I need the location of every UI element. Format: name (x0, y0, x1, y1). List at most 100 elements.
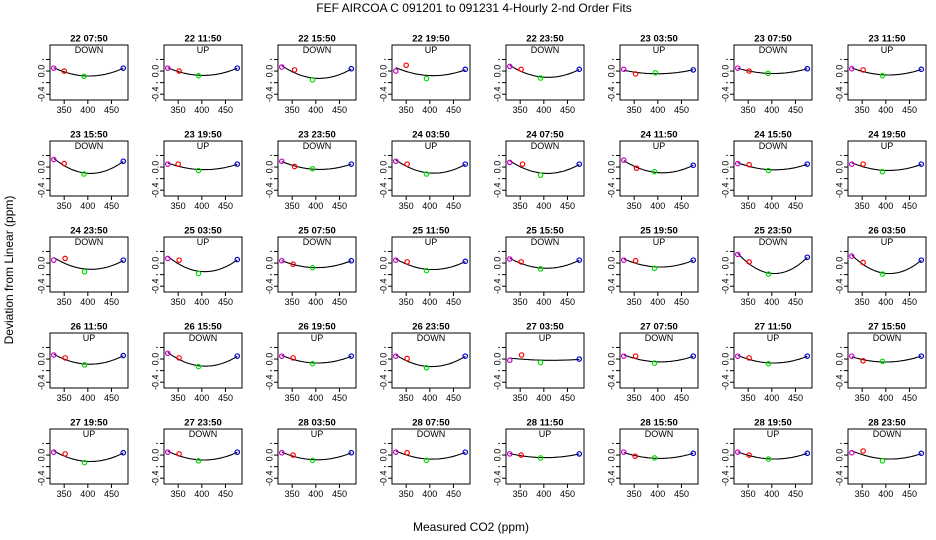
y-tick-label (498, 346, 500, 349)
y-tick-label (42, 442, 44, 445)
x-tick-label: 450 (674, 297, 689, 307)
panel-frame (505, 140, 585, 197)
x-tick-label: 450 (104, 489, 119, 499)
x-tick-label: 350 (285, 105, 300, 115)
x-tick-label: 450 (560, 489, 575, 499)
x-tick-label: 350 (285, 297, 300, 307)
x-tick-label: 350 (513, 297, 528, 307)
panel-frame (49, 236, 129, 293)
panel-title: 24 15:50 (754, 130, 792, 141)
y-tick-label (42, 58, 44, 61)
data-point (576, 451, 583, 457)
y-tick-label (840, 369, 842, 372)
data-point (506, 451, 513, 457)
y-tick-label (384, 273, 386, 276)
data-point (537, 75, 544, 81)
y-tick-label (498, 81, 500, 84)
y-tick-label (42, 177, 44, 180)
panel-direction-label: UP (539, 429, 552, 439)
panel-direction-label: UP (197, 237, 210, 247)
data-point (765, 456, 772, 462)
x-tick-label: 350 (627, 393, 642, 403)
y-tick-label (612, 346, 614, 349)
y-tick-label: 0.0 (150, 65, 160, 78)
x-tick-label: 350 (627, 489, 642, 499)
panel-frame (847, 140, 927, 197)
fit-curve (737, 451, 808, 460)
y-tick-label: 0.0 (264, 353, 274, 366)
data-point (392, 158, 399, 165)
panel-frame (619, 44, 699, 101)
y-tick-label: 0.0 (606, 353, 616, 366)
fit-curve (281, 65, 352, 79)
y-tick-label (384, 58, 386, 61)
data-point (164, 350, 171, 357)
panel-title: 24 07:50 (526, 130, 564, 141)
y-tick-label: 0.0 (492, 65, 502, 78)
panel-title: 26 15:50 (184, 322, 222, 333)
panel-direction-label: DOWN (303, 237, 332, 247)
data-point (392, 257, 399, 263)
panel-frame (277, 140, 357, 197)
x-tick-label: 350 (399, 393, 414, 403)
x-tick-label: 450 (902, 297, 917, 307)
data-point (61, 160, 67, 167)
y-tick-label (612, 273, 614, 276)
x-tick-label: 450 (902, 105, 917, 115)
y-tick-label: -0.4 (378, 278, 388, 294)
data-point (290, 355, 296, 361)
y-tick-label (612, 177, 614, 180)
data-point (176, 355, 182, 361)
panel-frame (733, 332, 813, 389)
x-tick-label: 400 (422, 105, 437, 115)
y-tick-label: -0.4 (606, 470, 616, 486)
y-tick-label: 0.0 (720, 161, 730, 174)
x-tick-label: 450 (218, 105, 233, 115)
panel-frame (277, 332, 357, 389)
panel-direction-label: UP (83, 429, 96, 439)
y-tick-label (156, 81, 158, 84)
y-tick-label: 0.0 (834, 257, 844, 270)
panel-title: 26 03:50 (868, 226, 906, 237)
y-tick-label (498, 465, 500, 468)
panel-frame (619, 236, 699, 293)
y-tick-label: -0.4 (378, 470, 388, 486)
x-tick-label: 450 (446, 201, 461, 211)
panel-title: 26 11:50 (71, 322, 108, 333)
data-point (348, 257, 355, 264)
x-tick-label: 450 (560, 297, 575, 307)
x-tick-label: 350 (627, 201, 642, 211)
data-point (81, 362, 88, 368)
data-point (50, 257, 57, 263)
data-point (632, 257, 639, 264)
data-point (81, 171, 87, 177)
data-point (462, 161, 469, 167)
panel-direction-label: DOWN (75, 237, 104, 247)
fit-curve (509, 160, 580, 174)
x-tick-label: 350 (399, 201, 414, 211)
data-point (690, 353, 697, 359)
data-point (734, 353, 741, 359)
y-tick-label: -0.4 (720, 86, 730, 102)
y-tick-label (270, 369, 272, 372)
fit-curve (737, 67, 808, 75)
x-tick-label: 400 (650, 393, 665, 403)
y-tick-label (270, 346, 272, 349)
data-point (404, 161, 410, 167)
data-point (309, 76, 316, 83)
x-tick-label: 400 (764, 297, 779, 307)
y-tick-label: 0.0 (36, 161, 46, 174)
y-tick-label: 0.0 (150, 353, 160, 366)
fit-curve (281, 260, 352, 269)
data-point (348, 65, 355, 72)
data-point (734, 65, 741, 71)
data-point (633, 165, 640, 172)
data-point (576, 356, 583, 362)
